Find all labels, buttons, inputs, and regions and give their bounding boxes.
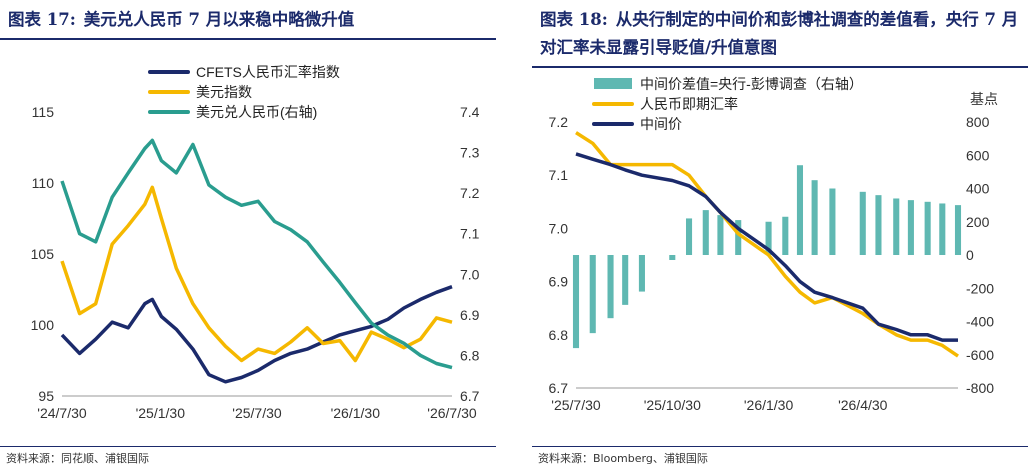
source-rule [532, 446, 1028, 447]
x-tick-label: '26/1/30 [744, 397, 794, 413]
y-right-tick-label: -200 [966, 280, 994, 296]
bar [924, 201, 931, 255]
bar [669, 255, 676, 260]
y-left-tick-label: 6.7 [549, 380, 569, 396]
title-rule [532, 66, 1028, 68]
chart-left: 95 100 105 110 115 6.7 6.8 6.9 7.0 7.1 7.2 7.3 7.4 '2… [31, 64, 480, 421]
y-right-tick-label: 7.4 [460, 104, 480, 120]
y-left-tick-label: 7.1 [549, 167, 569, 183]
bar [589, 255, 596, 334]
legend-label: 人民币即期汇率 [640, 96, 738, 112]
x-tick-label: '26/1/30 [331, 405, 381, 421]
y-right-tick-label: 7.1 [460, 226, 480, 242]
y-left-tick-label: 6.8 [549, 327, 569, 343]
x-tick-label: '26/7/30 [427, 405, 477, 421]
x-tick-label: '25/7/30 [551, 397, 601, 413]
bar [954, 205, 962, 255]
figure-tag: 图表 17: [8, 10, 76, 29]
series-line [60, 185, 453, 363]
bar [782, 216, 789, 255]
bar [859, 191, 866, 255]
title-text: 美元兑人民币 7 月以来稳中略微升值 [83, 10, 355, 29]
y-right-axis-label: 基点 [970, 91, 998, 107]
y-right-tick-label: -400 [966, 314, 994, 330]
chart-right: 6.7 6.8 6.9 7.0 7.1 7.2 -800 -600 -400 -200 0 200 40… [549, 76, 998, 413]
figure-tag: 图表 18: [540, 10, 608, 29]
x-tick-label: '26/4/30 [838, 397, 888, 413]
legend-label: 中间价差值=央行-彭博调查（右轴） [640, 76, 863, 92]
y-right-tick-label: 400 [966, 181, 990, 197]
title-rule [0, 38, 496, 40]
y-right-tick-label: 7.0 [460, 266, 480, 282]
bar [796, 165, 804, 255]
bar [907, 200, 914, 255]
y-right-tick-label: 600 [966, 147, 990, 163]
bar [622, 255, 629, 305]
bar [939, 203, 946, 255]
source-note-right: 资料来源：Bloomberg、浦银国际 [538, 452, 708, 465]
bar [875, 195, 882, 255]
chart-title-right: 图表 18: 从央行制定的中间价和彭博社调查的差值看，央行 7 月对汇率未显露引导… [540, 6, 1028, 62]
y-left-tick-label: 110 [32, 175, 55, 191]
source-rule [0, 446, 496, 447]
bar [735, 220, 742, 255]
title-text: 从央行制定的中间价和彭博社调查的差值看，央行 7 月对汇率未显露引导贬值/升值意… [540, 10, 1019, 57]
bar [638, 255, 645, 292]
legend-label: CFETS人民币汇率指数 [196, 64, 340, 80]
y-left-tick-label: 7.2 [549, 114, 569, 130]
x-tick-label: '25/10/30 [644, 397, 701, 413]
y-right-tick-label: -800 [966, 380, 994, 396]
bar [607, 255, 614, 319]
y-right-tick-label: -600 [966, 347, 994, 363]
legend-label: 美元指数 [196, 84, 252, 100]
bar [685, 218, 693, 255]
series-line [575, 152, 958, 342]
bar [572, 255, 580, 349]
y-right-tick-label: 7.2 [460, 185, 480, 201]
x-tick-label: '25/1/30 [136, 405, 186, 421]
legend-swatch [594, 78, 632, 89]
y-right-tick-label: 7.3 [460, 145, 480, 161]
y-right-tick-label: 200 [966, 214, 990, 230]
y-left-tick-label: 7.0 [549, 220, 569, 236]
chart-panel-right: 图表 18: 从央行制定的中间价和彭博社调查的差值看，央行 7 月对汇率未显露引导… [532, 0, 1032, 468]
bar [811, 180, 818, 255]
y-left-tick-label: 105 [31, 246, 55, 262]
y-right-tick-label: 800 [966, 114, 990, 130]
bar [893, 198, 900, 255]
bar [829, 188, 836, 255]
series-line [60, 285, 453, 384]
x-tick-label: '24/7/30 [37, 405, 87, 421]
series-line [60, 138, 453, 370]
y-right-tick-label: 6.8 [460, 347, 480, 363]
y-left-tick-label: 6.9 [549, 274, 569, 290]
legend-label: 美元兑人民币(右轴) [196, 104, 317, 120]
bar [765, 221, 772, 255]
legend-label: 中间价 [640, 116, 682, 132]
y-right-tick-label: 0 [966, 247, 974, 263]
y-right-tick-label: 6.9 [460, 307, 480, 323]
source-note-left: 资料来源：同花顺、浦银国际 [6, 452, 149, 465]
y-left-tick-label: 95 [38, 388, 54, 404]
x-tick-label: '25/7/30 [232, 405, 282, 421]
chart-panel-left: 图表 17: 美元兑人民币 7 月以来稳中略微升值 95 100 105 110 115 6… [0, 0, 500, 468]
bar [702, 210, 709, 255]
bar [717, 215, 724, 255]
y-left-tick-label: 115 [32, 104, 55, 120]
y-left-tick-label: 100 [31, 317, 55, 333]
series-line [575, 131, 959, 358]
y-right-tick-label: 6.7 [460, 388, 480, 404]
chart-title-left: 图表 17: 美元兑人民币 7 月以来稳中略微升值 [8, 6, 496, 34]
